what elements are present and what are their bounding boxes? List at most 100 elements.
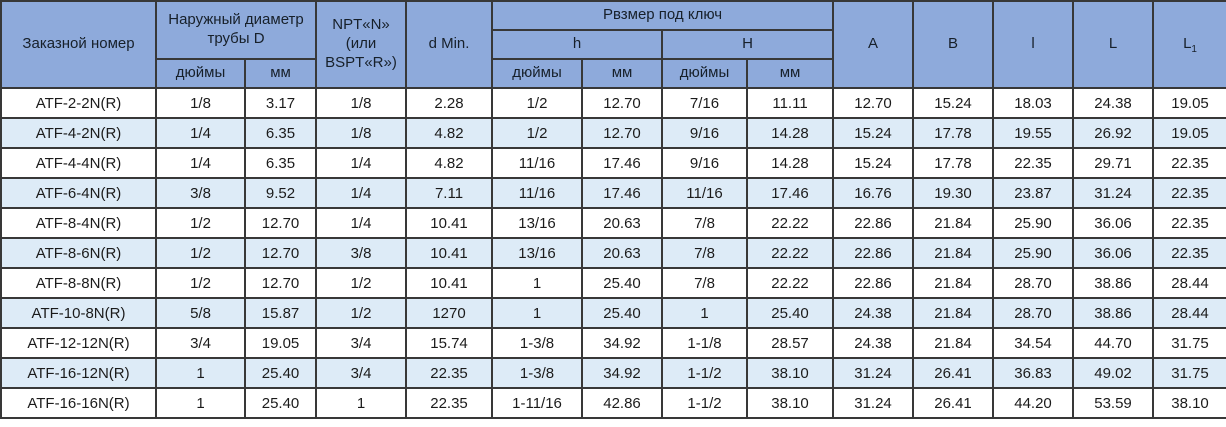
header-order-number: Заказной номер	[0, 0, 157, 89]
value-cell: 6.35	[243, 147, 318, 179]
value-cell: 1/2	[491, 117, 584, 149]
value-cell: 1/2	[155, 207, 246, 239]
order-number-cell: ATF-8-6N(R)	[0, 237, 157, 269]
value-cell: 12.70	[243, 237, 318, 269]
value-cell: 25.90	[992, 237, 1075, 269]
value-cell: 36.83	[992, 357, 1075, 389]
header-diameter-inches: дюймы	[155, 58, 246, 89]
value-cell: 25.40	[746, 297, 835, 329]
value-cell: 3/8	[155, 177, 246, 209]
value-cell: 24.38	[832, 297, 915, 329]
value-cell: 19.55	[992, 117, 1075, 149]
value-cell: 1/8	[315, 87, 408, 119]
value-cell: 31.75	[1152, 357, 1226, 389]
value-cell: 3/4	[155, 327, 246, 359]
value-cell: 17.78	[912, 117, 995, 149]
value-cell: 25.40	[243, 357, 318, 389]
value-cell: 1	[155, 387, 246, 419]
value-cell: 38.10	[746, 357, 835, 389]
value-cell: 25.40	[581, 297, 664, 329]
header-H-inches: дюймы	[661, 58, 749, 89]
value-cell: 34.92	[581, 327, 664, 359]
value-cell: 19.05	[1152, 117, 1226, 149]
value-cell: 49.02	[1072, 357, 1155, 389]
table-row: ATF-16-12N(R) 1 25.40 3/4 22.35 1-3/8 34.92 1-1…	[0, 357, 1226, 389]
value-cell: 38.10	[1152, 387, 1226, 419]
value-cell: 20.63	[581, 207, 664, 239]
value-cell: 15.24	[832, 147, 915, 179]
order-number-cell: ATF-4-4N(R)	[0, 147, 157, 179]
header-col-l-big: L	[1072, 0, 1155, 89]
value-cell: 36.06	[1072, 207, 1155, 239]
value-cell: 11/16	[661, 177, 749, 209]
value-cell: 38.10	[746, 387, 835, 419]
value-cell: 22.35	[1152, 147, 1226, 179]
value-cell: 17.46	[581, 177, 664, 209]
value-cell: 53.59	[1072, 387, 1155, 419]
value-cell: 29.71	[1072, 147, 1155, 179]
value-cell: 31.75	[1152, 327, 1226, 359]
header-h-lower: h	[491, 29, 664, 60]
value-cell: 13/16	[491, 237, 584, 269]
value-cell: 7/8	[661, 237, 749, 269]
value-cell: 12.70	[243, 267, 318, 299]
value-cell: 9/16	[661, 147, 749, 179]
value-cell: 21.84	[912, 267, 995, 299]
value-cell: 15.74	[405, 327, 494, 359]
value-cell: 19.05	[1152, 87, 1226, 119]
value-cell: 7/8	[661, 207, 749, 239]
table-row: ATF-8-4N(R) 1/2 12.70 1/4 10.41 13/16 20.63 7/8…	[0, 207, 1226, 239]
table-row: ATF-16-16N(R) 1 25.40 1 22.35 1-11/16 42.86 1-1…	[0, 387, 1226, 419]
value-cell: 34.92	[581, 357, 664, 389]
value-cell: 3/8	[315, 237, 408, 269]
header-h-mm: мм	[581, 58, 664, 89]
value-cell: 1-3/8	[491, 357, 584, 389]
value-cell: 1/2	[155, 267, 246, 299]
value-cell: 28.44	[1152, 297, 1226, 329]
order-number-cell: ATF-10-8N(R)	[0, 297, 157, 329]
value-cell: 22.22	[746, 207, 835, 239]
header-d-min: d Min.	[405, 0, 494, 89]
value-cell: 4.82	[405, 117, 494, 149]
value-cell: 28.57	[746, 327, 835, 359]
value-cell: 23.87	[992, 177, 1075, 209]
value-cell: 22.86	[832, 237, 915, 269]
order-number-cell: ATF-4-2N(R)	[0, 117, 157, 149]
header-wrench-size: Рвзмер под ключ	[491, 0, 835, 31]
value-cell: 26.41	[912, 387, 995, 419]
header-h-inches: дюймы	[491, 58, 584, 89]
table-row: ATF-2-2N(R) 1/8 3.17 1/8 2.28 1/2 12.70 7/16 11.…	[0, 87, 1226, 119]
header-col-l-small: l	[992, 0, 1075, 89]
value-cell: 9.52	[243, 177, 318, 209]
value-cell: 1/8	[315, 117, 408, 149]
value-cell: 22.22	[746, 267, 835, 299]
order-number-cell: ATF-16-16N(R)	[0, 387, 157, 419]
header-outer-diameter: Наружный диаметр трубы D	[154, 0, 318, 60]
value-cell: 22.35	[992, 147, 1075, 179]
value-cell: 11/16	[491, 177, 584, 209]
value-cell: 24.38	[1072, 87, 1155, 119]
value-cell: 7.11	[405, 177, 494, 209]
value-cell: 15.24	[832, 117, 915, 149]
value-cell: 15.87	[243, 297, 318, 329]
value-cell: 16.76	[832, 177, 915, 209]
header-npt-thread: NPT«N» (или BSPT«R»)	[315, 0, 408, 89]
value-cell: 22.35	[405, 357, 494, 389]
value-cell: 26.92	[1072, 117, 1155, 149]
value-cell: 10.41	[405, 207, 494, 239]
value-cell: 1-1/8	[661, 327, 749, 359]
value-cell: 7/8	[661, 267, 749, 299]
value-cell: 36.06	[1072, 237, 1155, 269]
table-row: ATF-10-8N(R) 5/8 15.87 1/2 1270 1 25.40 1 25.40 2…	[0, 297, 1226, 329]
value-cell: 44.70	[1072, 327, 1155, 359]
value-cell: 28.44	[1152, 267, 1226, 299]
value-cell: 31.24	[832, 387, 915, 419]
value-cell: 38.86	[1072, 297, 1155, 329]
value-cell: 34.54	[992, 327, 1075, 359]
value-cell: 28.70	[992, 297, 1075, 329]
value-cell: 1	[315, 387, 408, 419]
value-cell: 22.86	[832, 267, 915, 299]
value-cell: 21.84	[912, 297, 995, 329]
value-cell: 1/4	[315, 177, 408, 209]
value-cell: 1-3/8	[491, 327, 584, 359]
